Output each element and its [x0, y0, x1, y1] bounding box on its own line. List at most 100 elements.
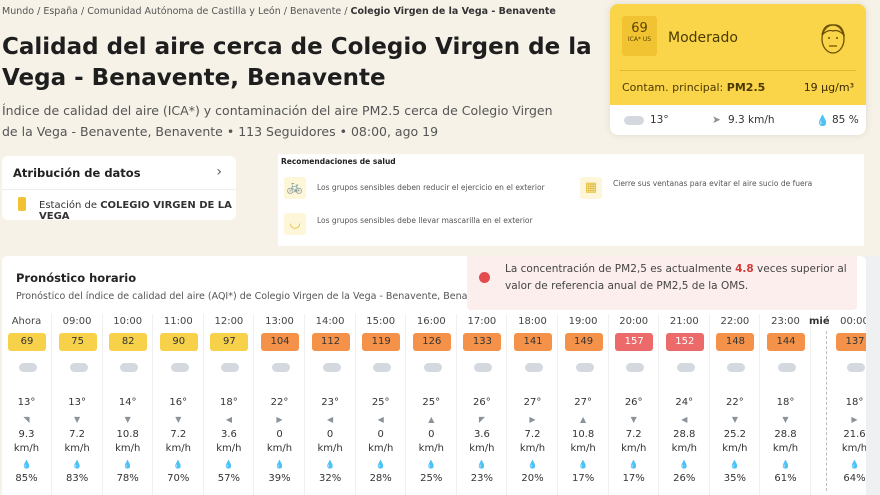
humidity: 25% — [420, 473, 443, 484]
aqi-badge: 112 — [311, 333, 350, 351]
wind-direction-icon: ▼ — [124, 415, 131, 424]
humidity-icon: 💧 — [628, 460, 639, 469]
cloud-icon — [626, 363, 645, 372]
temperature: 18° — [220, 397, 238, 408]
scrollbar[interactable] — [866, 256, 880, 495]
aqi-summary-card: 69 ICA* US Moderado Contam. principal: PM… — [610, 4, 866, 135]
cloud-icon — [525, 363, 543, 372]
forecast-hour: 23:00 144 18° ▼ 28.8 km/h 💧 61% — [761, 314, 811, 495]
cloud-icon — [676, 363, 695, 372]
breadcrumb-item[interactable]: Benavente — [290, 6, 342, 17]
cloud-icon — [69, 363, 88, 372]
aqi-value: 69 — [631, 21, 648, 36]
humidity-icon: 💧 — [578, 460, 589, 469]
station-prefix: Estación de — [39, 200, 97, 211]
humidity-icon: 💧 — [122, 460, 133, 469]
wind-value: 3.6 — [473, 429, 490, 440]
aqi-badge: 148 — [716, 333, 755, 351]
temperature: 18° — [845, 397, 864, 408]
humidity-icon: 💧 — [426, 460, 437, 469]
alert-icon — [479, 272, 490, 283]
wind-arrow-icon: ➤ — [712, 114, 721, 126]
temperature: 22° — [270, 397, 289, 408]
recommendation-mask: Los grupos sensibles debe llevar mascari… — [317, 216, 533, 225]
wind-speed: 0 km/h — [356, 428, 405, 456]
wind-value: 10.8 — [571, 429, 595, 440]
divider — [620, 70, 856, 71]
main-pollutant: Contam. principal: PM2.5 — [622, 81, 765, 94]
aqi-badge: 69 — [8, 333, 46, 351]
temperature: 18° — [776, 397, 795, 408]
aqi-badge: 144 — [767, 333, 805, 351]
page-title: Calidad del aire cerca de Colegio Virgen… — [2, 34, 592, 91]
station-name[interactable]: Estación de COLEGIO VIRGEN DE LA VEGA — [39, 200, 236, 222]
attribution-title[interactable]: Atribución de datos — [13, 166, 141, 180]
aqi-badge: 90 — [159, 333, 198, 351]
health-title: Recomendaciones de salud — [281, 157, 396, 166]
wind-speed: 0 km/h — [255, 428, 304, 456]
wind-unit: km/h — [368, 443, 394, 454]
pollutant-name: PM2.5 — [726, 81, 766, 94]
forecast-hour: 21:00 152 24° ◀ 28.8 km/h 💧 26% — [660, 314, 710, 495]
hourly-forecast: Pronóstico horario Pronóstico del índice… — [2, 256, 880, 495]
station: COLEGIO VIRGEN DE LA VEGA — [39, 200, 232, 222]
temperature: 26° — [624, 397, 643, 408]
wind-speed: 9.3 km/h — [2, 428, 51, 456]
wind-direction-icon: ◀ — [225, 415, 232, 424]
wind-speed: 3.6 km/h — [204, 428, 253, 456]
wind-direction-icon: ◤ — [478, 415, 485, 424]
aqi-badge: 97 — [210, 333, 249, 351]
breadcrumb-item[interactable]: España — [43, 6, 78, 17]
hour-label: 16:00 — [416, 316, 446, 327]
forecast-hour: 14:00 112 23° ◀ 0 km/h 💧 32% — [306, 314, 356, 495]
humidity-icon: 💧 — [780, 460, 791, 469]
breadcrumb-item[interactable]: Mundo — [2, 6, 35, 17]
temperature: 25° — [422, 397, 441, 408]
humidity-icon: 💧 — [223, 460, 234, 469]
chevron-right-icon[interactable]: › — [216, 164, 222, 180]
hour-label: 11:00 — [163, 316, 193, 327]
wind-unit: km/h — [266, 443, 293, 454]
face-icon — [821, 24, 846, 54]
wind-direction-icon: ◀ — [377, 415, 384, 424]
wind-value: 0 — [326, 429, 334, 440]
aqi-badge: 119 — [362, 333, 401, 351]
humidity: 39% — [268, 473, 291, 484]
alert-text: veces superior al valor de referencia an… — [505, 263, 847, 292]
humidity: 85 % — [832, 114, 859, 126]
wind-speed: 25.2 km/h — [710, 428, 759, 456]
humidity-icon: 💧 — [274, 460, 285, 469]
wind-unit: km/h — [841, 443, 868, 454]
hour-label: 18:00 — [518, 316, 547, 327]
humidity-icon: 💧 — [729, 460, 740, 469]
breadcrumb-item[interactable]: Comunidad Autónoma de Castilla y León — [87, 6, 281, 17]
wind-speed: 28.8 km/h — [761, 428, 810, 456]
forecast-hour: 13:00 104 22° ▶ 0 km/h 💧 39% — [255, 314, 305, 495]
wind-unit: km/h — [418, 443, 444, 454]
wind-unit: km/h — [64, 443, 90, 454]
forecast-hour: 22:00 148 22° ▼ 25.2 km/h 💧 35% — [710, 314, 761, 495]
wind-speed: 21.6 km/h — [830, 428, 879, 456]
temperature: 13° — [68, 397, 86, 408]
window-icon: ▦ — [580, 177, 602, 199]
alert-value: 4.8 — [735, 263, 754, 275]
wind-value: 10.8 — [116, 429, 139, 440]
temperature: 23° — [321, 397, 339, 408]
wind-unit: km/h — [13, 443, 40, 454]
humidity: 83% — [65, 473, 89, 484]
aqi-level: Moderado — [668, 30, 738, 46]
hour-label: 12:00 — [214, 316, 244, 327]
wind-speed: 28.8 km/h — [660, 428, 709, 456]
wind-value: 25.2 — [723, 429, 747, 440]
wind-direction-icon: ▲ — [580, 415, 587, 424]
wind-unit: km/h — [772, 443, 799, 454]
wind-value: 7.2 — [69, 429, 86, 440]
wind-direction-icon: ▶ — [529, 415, 536, 424]
humidity: 28% — [369, 473, 392, 484]
aqi-badge: 133 — [463, 333, 502, 351]
wind-direction-icon: ◥ — [23, 415, 30, 424]
cloud-icon — [170, 363, 189, 372]
page-subtitle: Índice de calidad del aire (ICA*) y cont… — [2, 103, 553, 139]
forecast-hour: 15:00 119 25° ◀ 0 km/h 💧 28% — [356, 314, 407, 495]
humidity: 57% — [217, 473, 240, 484]
